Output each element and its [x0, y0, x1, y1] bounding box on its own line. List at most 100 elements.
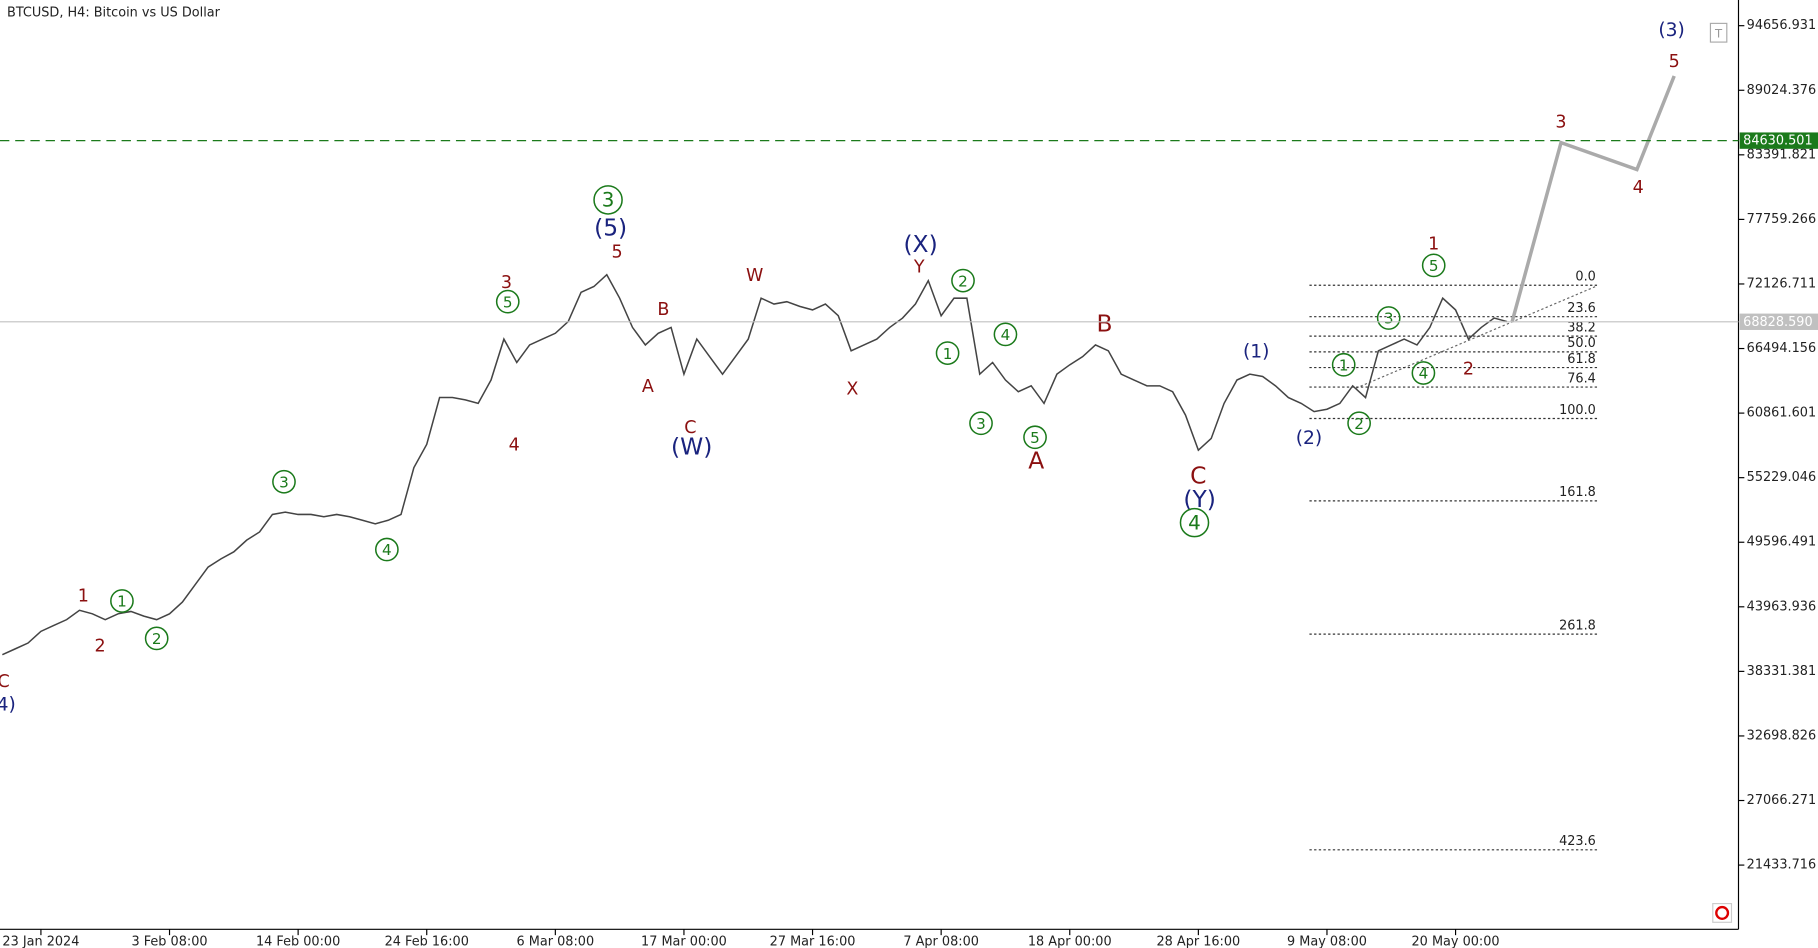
price-line-series: [2, 273, 1508, 656]
wave-label: 3: [1555, 113, 1566, 133]
x-tick-label: 23 Jan 2024: [2, 935, 79, 948]
fib-label: 76.4: [1567, 371, 1596, 386]
wave-label: 5: [1030, 429, 1040, 447]
fib-label: 38.2: [1567, 320, 1596, 335]
wave-circle: [1023, 425, 1047, 450]
wave-circle: [593, 185, 623, 215]
wave-circle: [1411, 361, 1436, 385]
y-tick-label: 49596.491: [1747, 535, 1816, 550]
wave-label: 1: [943, 345, 953, 363]
status-icon-glyph: [1715, 905, 1730, 920]
wave-label: 4: [1188, 511, 1201, 534]
wave-label: (Y): [1183, 485, 1216, 513]
wave-label: C: [0, 672, 10, 692]
x-tick-label: 6 Mar 08:00: [517, 935, 595, 948]
wave-circle: [1376, 306, 1401, 330]
wave-label: (3): [1658, 20, 1684, 41]
wave-circle: [1331, 352, 1356, 377]
y-tick-label: 83391.821: [1747, 147, 1816, 162]
x-tick-label: 14 Feb 00:00: [256, 935, 340, 948]
wave-label: 2: [958, 272, 968, 290]
x-tick-label: 27 Mar 16:00: [770, 935, 856, 948]
fib-label: 423.6: [1559, 834, 1596, 849]
wave-label: Y: [913, 258, 925, 278]
wave-circle: [1347, 411, 1371, 436]
wave-circle: [272, 469, 296, 494]
projection-line: [1510, 75, 1676, 323]
wave-label: 2: [152, 630, 162, 648]
y-tick-label: 77759.266: [1747, 212, 1816, 227]
chart-title: BTCUSD, H4: Bitcoin vs US Dollar: [7, 5, 221, 20]
wave-circle: [935, 341, 960, 365]
x-tick-label: 9 May 08:00: [1287, 935, 1367, 948]
wave-label: 1: [117, 593, 127, 611]
wave-label: 4: [509, 435, 520, 455]
wave-label: 4: [382, 541, 392, 559]
plot-area: 0.023.638.250.061.876.4100.0161.8261.842…: [0, 20, 1685, 851]
wave-circle: [374, 537, 399, 562]
fib-label: 50.0: [1567, 336, 1596, 351]
wave-label: (5): [594, 214, 627, 242]
y-tick-label: 27066.271: [1747, 793, 1816, 808]
wave-circle: [495, 289, 520, 314]
fib-label: 100.0: [1559, 403, 1596, 418]
wave-label: 5: [1669, 52, 1680, 72]
wave-label: (X): [903, 230, 937, 258]
price-label-box: [1739, 313, 1818, 330]
x-tick-label: 17 Mar 00:00: [641, 935, 727, 948]
y-tick-label: 21433.716: [1747, 858, 1816, 873]
wave-label: 1: [1339, 356, 1349, 374]
trade-icon[interactable]: [1709, 22, 1728, 43]
wave-circle: [1179, 507, 1210, 538]
wave-label: (W): [671, 432, 712, 460]
x-tick-label: 3 Feb 08:00: [131, 935, 207, 948]
wave-label: A: [1028, 446, 1044, 474]
wave-label: 1: [78, 586, 89, 606]
y-tick-label: 55229.046: [1747, 470, 1816, 485]
wave-label: B: [1096, 310, 1112, 338]
wave-label: 4: [1633, 178, 1644, 198]
wave-label: 4: [1001, 326, 1011, 344]
wave-label: 2: [1463, 359, 1474, 379]
wave-label: B: [657, 300, 669, 320]
x-tick-label: 18 Apr 00:00: [1028, 935, 1112, 948]
y-tick-label: 72126.711: [1747, 276, 1816, 291]
y-tick-label: 32698.826: [1747, 728, 1816, 743]
fib-label: 0.0: [1575, 270, 1595, 285]
wave-label: 1: [1428, 234, 1439, 254]
wave-circle: [110, 589, 134, 613]
wave-label: (1): [1243, 341, 1269, 362]
fib-label: 61.8: [1567, 352, 1596, 367]
fib-label: 261.8: [1559, 618, 1596, 633]
wave-label: C: [1190, 462, 1206, 490]
price-label: 68828.590: [1743, 315, 1812, 330]
y-tick-label: 38331.381: [1747, 664, 1816, 679]
x-tick-label: 24 Feb 16:00: [385, 935, 469, 948]
trend-line: [1355, 285, 1597, 389]
status-icon[interactable]: [1712, 902, 1733, 923]
wave-label: 3: [501, 273, 512, 293]
y-tick-label: 43963.936: [1747, 599, 1816, 614]
wave-label: 2: [1354, 415, 1364, 433]
wave-label: A: [642, 377, 654, 397]
wave-label: 4: [1419, 365, 1429, 383]
y-tick-label: 60861.601: [1747, 406, 1816, 421]
wave-circle: [1421, 253, 1446, 278]
x-tick-label: 20 May 00:00: [1412, 935, 1500, 948]
wave-label: 3: [279, 473, 289, 491]
fib-label: 23.6: [1567, 301, 1596, 316]
fib-label: 161.8: [1559, 485, 1596, 500]
wave-circle: [951, 268, 975, 293]
wave-label: 5: [503, 293, 513, 311]
wave-label: 5: [611, 243, 622, 263]
wave-label: 2: [94, 637, 105, 657]
trade-icon-glyph: T: [1714, 26, 1723, 40]
price-label: 84630.501: [1743, 134, 1812, 149]
wave-label: X: [846, 379, 858, 399]
wave-label: 3: [602, 189, 615, 212]
wave-circle: [993, 322, 1018, 347]
y-tick-label: 89024.376: [1747, 83, 1816, 98]
y-tick-label: 66494.156: [1747, 341, 1816, 356]
